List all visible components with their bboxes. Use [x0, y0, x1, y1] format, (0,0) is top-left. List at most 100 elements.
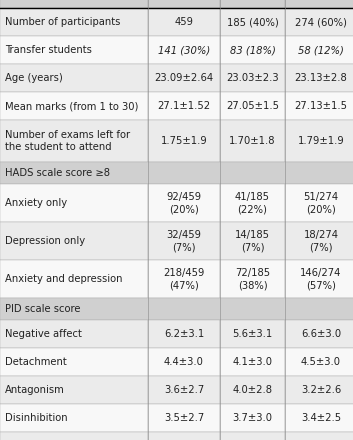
Bar: [0, 348, 148, 376]
Text: Anxiety only: Anxiety only: [5, 198, 67, 208]
Text: Transfer students: Transfer students: [5, 45, 92, 55]
Bar: [220, 222, 285, 260]
Text: Number of exams left for
the student to attend: Number of exams left for the student to …: [5, 130, 130, 152]
Bar: [148, 404, 220, 432]
Bar: [0, 8, 148, 36]
Text: 92/459
(20%): 92/459 (20%): [166, 192, 202, 214]
Text: Number of participants: Number of participants: [5, 17, 120, 27]
Bar: [0, 184, 148, 222]
Text: 83 (18%): 83 (18%): [229, 45, 275, 55]
Text: 1.79±1.9: 1.79±1.9: [298, 136, 345, 146]
Text: Disinhibition: Disinhibition: [5, 413, 68, 423]
Text: 6.6±3.0: 6.6±3.0: [301, 329, 341, 339]
Text: 4.4±3.0: 4.4±3.0: [164, 357, 204, 367]
Text: 58 (12%): 58 (12%): [298, 45, 344, 55]
Text: 3.6±2.7: 3.6±2.7: [164, 385, 204, 395]
Text: 1.75±1.9: 1.75±1.9: [161, 136, 207, 146]
Bar: [285, 64, 353, 92]
Bar: [285, 222, 353, 260]
Bar: [220, 404, 285, 432]
Text: 72/185
(38%): 72/185 (38%): [235, 268, 270, 290]
Text: 146/274
(57%): 146/274 (57%): [300, 268, 342, 290]
Text: 14/185
(7%): 14/185 (7%): [235, 230, 270, 252]
Bar: [148, 36, 220, 64]
Bar: [285, 92, 353, 120]
Bar: [148, 432, 220, 440]
Text: Antagonism: Antagonism: [5, 385, 65, 395]
Text: Anxiety and depression: Anxiety and depression: [5, 274, 122, 284]
Text: 5.6±3.1: 5.6±3.1: [232, 329, 273, 339]
Text: 3.5±2.7: 3.5±2.7: [164, 413, 204, 423]
Bar: [220, 320, 285, 348]
Text: 459: 459: [174, 17, 193, 27]
Text: 18/274
(7%): 18/274 (7%): [304, 230, 339, 252]
Bar: [0, 376, 148, 404]
Text: 185 (40%): 185 (40%): [227, 17, 279, 27]
Bar: [0, 162, 353, 184]
Text: 141 (30%): 141 (30%): [158, 45, 210, 55]
Bar: [220, 36, 285, 64]
Bar: [285, 8, 353, 36]
Bar: [285, 376, 353, 404]
Text: 23.13±2.8: 23.13±2.8: [295, 73, 347, 83]
Text: 27.1±1.52: 27.1±1.52: [157, 101, 210, 111]
Bar: [285, 184, 353, 222]
Bar: [285, 404, 353, 432]
Bar: [148, 260, 220, 298]
Bar: [0, 0, 148, 8]
Bar: [0, 432, 148, 440]
Text: 23.03±2.3: 23.03±2.3: [226, 73, 279, 83]
Bar: [148, 92, 220, 120]
Text: Detachment: Detachment: [5, 357, 67, 367]
Bar: [220, 184, 285, 222]
Bar: [0, 404, 148, 432]
Bar: [0, 36, 148, 64]
Bar: [148, 376, 220, 404]
Text: Mean marks (from 1 to 30): Mean marks (from 1 to 30): [5, 101, 138, 111]
Bar: [285, 320, 353, 348]
Text: 4.1±3.0: 4.1±3.0: [233, 357, 273, 367]
Bar: [285, 0, 353, 8]
Bar: [0, 298, 353, 320]
Bar: [220, 92, 285, 120]
Bar: [148, 64, 220, 92]
Bar: [220, 348, 285, 376]
Text: HADS scale score ≥8: HADS scale score ≥8: [5, 168, 110, 178]
Text: 3.7±3.0: 3.7±3.0: [233, 413, 273, 423]
Bar: [148, 0, 220, 8]
Text: 218/459
(47%): 218/459 (47%): [163, 268, 205, 290]
Bar: [285, 260, 353, 298]
Bar: [0, 120, 148, 162]
Text: 23.09±2.64: 23.09±2.64: [155, 73, 214, 83]
Bar: [220, 260, 285, 298]
Text: 27.05±1.5: 27.05±1.5: [226, 101, 279, 111]
Bar: [148, 320, 220, 348]
Bar: [148, 184, 220, 222]
Bar: [285, 36, 353, 64]
Bar: [220, 8, 285, 36]
Text: 6.2±3.1: 6.2±3.1: [164, 329, 204, 339]
Text: Depression only: Depression only: [5, 236, 85, 246]
Bar: [220, 120, 285, 162]
Bar: [0, 320, 148, 348]
Text: 3.2±2.6: 3.2±2.6: [301, 385, 341, 395]
Text: 27.13±1.5: 27.13±1.5: [294, 101, 347, 111]
Text: PID scale score: PID scale score: [5, 304, 80, 314]
Text: 274 (60%): 274 (60%): [295, 17, 347, 27]
Bar: [285, 432, 353, 440]
Text: 51/274
(20%): 51/274 (20%): [304, 192, 339, 214]
Bar: [0, 260, 148, 298]
Bar: [148, 120, 220, 162]
Bar: [220, 0, 285, 8]
Text: 3.4±2.5: 3.4±2.5: [301, 413, 341, 423]
Bar: [285, 120, 353, 162]
Bar: [285, 348, 353, 376]
Text: Negative affect: Negative affect: [5, 329, 82, 339]
Text: Age (years): Age (years): [5, 73, 63, 83]
Bar: [0, 92, 148, 120]
Bar: [220, 432, 285, 440]
Text: 1.70±1.8: 1.70±1.8: [229, 136, 276, 146]
Text: 4.0±2.8: 4.0±2.8: [233, 385, 273, 395]
Bar: [148, 8, 220, 36]
Text: 4.5±3.0: 4.5±3.0: [301, 357, 341, 367]
